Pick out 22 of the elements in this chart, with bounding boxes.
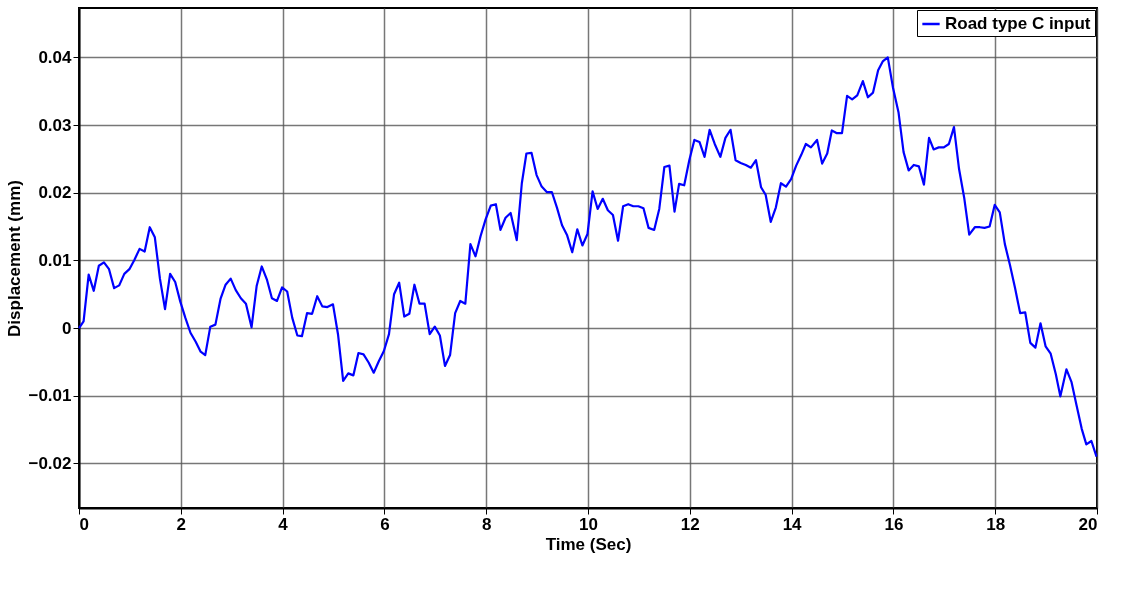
y-tick-label: 0: [62, 318, 72, 338]
x-tick-label: 12: [680, 514, 700, 534]
x-tick-label: 18: [986, 514, 1006, 534]
x-tick-label: 6: [380, 514, 390, 534]
x-tick-label: 2: [176, 514, 187, 534]
y-tick-label: −0.01: [28, 386, 72, 406]
x-tick-label: 4: [278, 514, 289, 534]
line-series: [77, 56, 1098, 458]
x-tick-label: 14: [782, 514, 803, 534]
legend-label: Road type C input: [945, 14, 1091, 33]
x-tick-label: 20: [1078, 514, 1098, 534]
y-tick-label: 0.04: [38, 47, 73, 67]
x-tick-label: 16: [884, 514, 904, 534]
x-tick-label: 10: [579, 514, 598, 534]
x-tick-label: 0: [79, 514, 89, 534]
y-tick-label: 0.02: [38, 183, 72, 203]
y-tick-label: −0.02: [28, 453, 72, 473]
y-tick-label: 0.01: [38, 250, 72, 270]
y-axis-title: Displacement (mm): [5, 180, 25, 337]
x-axis-title: Time (Sec): [545, 534, 632, 554]
y-tick-label: 0.03: [38, 115, 72, 135]
x-tick-label: 8: [481, 514, 492, 534]
